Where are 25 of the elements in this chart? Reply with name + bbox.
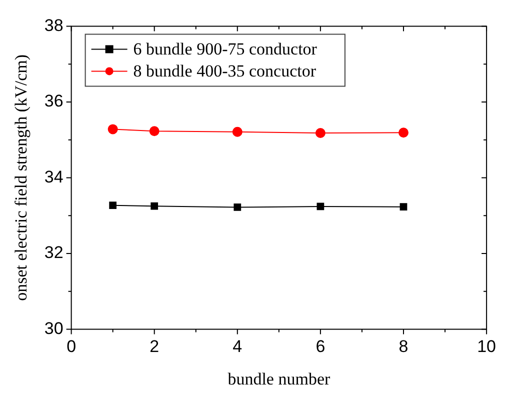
x-tick-label: 2 [150,337,160,356]
point [234,204,242,211]
y-tick-label: 32 [44,243,64,262]
y-tick-label: 34 [44,167,64,186]
y-axis-title: onset electric field strength (kV/cm) [12,54,31,301]
legend-label: 6 bundle 900-75 conductor [133,40,318,59]
x-tick-label: 4 [232,337,242,356]
point [149,126,160,136]
point [108,124,118,134]
legend-label: 8 bundle 400-35 concuctor [133,62,316,81]
point [398,128,408,138]
x-tick-label: 6 [316,337,326,356]
point [232,126,242,137]
x-axis-title: bundle number [228,369,330,388]
point [315,128,326,138]
x-tick-label: 0 [66,337,76,356]
point [400,203,408,211]
point [316,202,324,210]
point [150,202,158,210]
y-tick-label: 36 [44,92,64,111]
point [109,202,117,210]
x-tick-label: 10 [477,337,496,356]
y-tick-label: 38 [44,16,64,35]
y-tick-label: 30 [44,318,64,338]
x-tick-label: 8 [398,337,408,356]
